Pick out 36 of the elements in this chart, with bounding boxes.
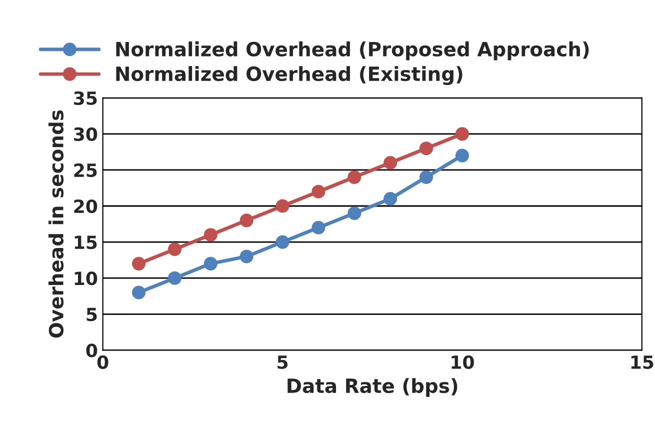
- x-axis-title: Data Rate (bps): [288, 378, 458, 397]
- legend-label: Normalized Overhead (Proposed Approach): [116, 41, 589, 60]
- point: [312, 184, 326, 198]
- y-tick-label: 15: [74, 236, 97, 250]
- point: [204, 228, 218, 242]
- x-tick-label: 10: [452, 355, 474, 370]
- point: [384, 192, 398, 206]
- point: [240, 214, 254, 228]
- point: [168, 242, 182, 256]
- point: [455, 148, 469, 162]
- point: [420, 142, 434, 156]
- y-tick-label: 5: [86, 308, 97, 322]
- point: [420, 170, 434, 184]
- point: [276, 199, 290, 213]
- y-tick-label: 0: [86, 344, 98, 358]
- x-tick-label: 0: [97, 355, 108, 370]
- x-tick-label: 15: [631, 356, 654, 370]
- point: [240, 250, 254, 264]
- legend-label: Normalized Overhead (Existing): [116, 66, 462, 86]
- y-tick-label: 20: [74, 199, 98, 214]
- y-axis-title: Overhead in seconds: [48, 110, 64, 338]
- y-tick-label: 30: [74, 127, 98, 142]
- point: [348, 170, 362, 184]
- point: [204, 256, 218, 270]
- x-tick-label: 5: [278, 356, 288, 370]
- y-tick-label: 10: [74, 272, 98, 286]
- point: [455, 127, 469, 141]
- point: [348, 206, 362, 220]
- y-tick-label: 35: [74, 91, 97, 105]
- point: [132, 286, 146, 300]
- point: [312, 220, 326, 234]
- y-tick-label: 25: [74, 163, 97, 178]
- point: [132, 256, 146, 270]
- point: [384, 156, 398, 170]
- point: [168, 271, 182, 285]
- point: [276, 235, 290, 249]
